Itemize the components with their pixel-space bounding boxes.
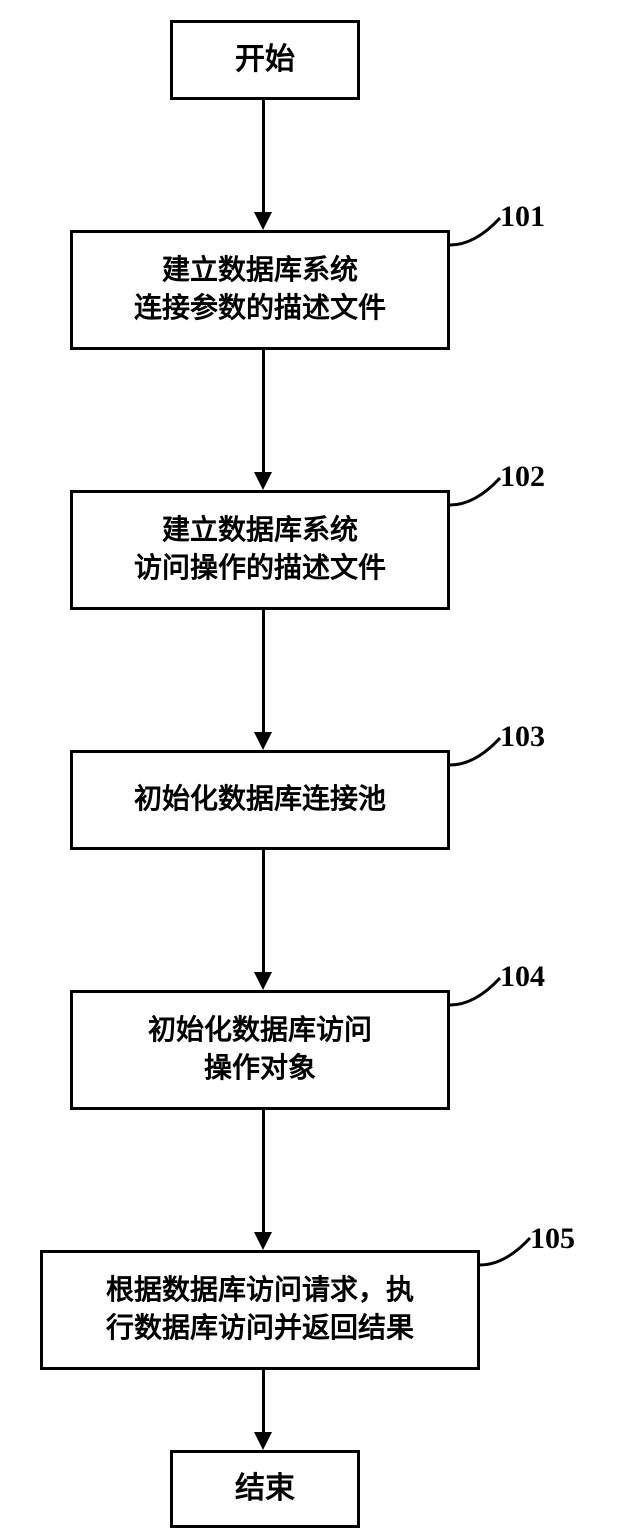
node-start: 开始 [170,20,360,100]
node-105-line2: 行数据库访问并返回结果 [106,1310,414,1348]
node-step-101: 建立数据库系统 连接参数的描述文件 [70,230,450,350]
node-102-line1: 建立数据库系统 [134,512,386,550]
node-104-text: 初始化数据库访问 操作对象 [148,1012,372,1088]
arrow-line-3 [262,850,265,972]
node-102-line2: 访问操作的描述文件 [134,550,386,588]
arrow-head-2 [254,732,272,750]
node-step-105: 根据数据库访问请求，执 行数据库访问并返回结果 [40,1250,480,1370]
node-104-line1: 初始化数据库访问 [148,1012,372,1050]
node-102-text: 建立数据库系统 访问操作的描述文件 [134,512,386,588]
arrow-line-2 [262,610,265,732]
leader-102 [450,475,505,510]
label-104: 104 [500,960,545,994]
arrow-line-4 [262,1110,265,1232]
arrow-head-4 [254,1232,272,1250]
arrow-head-0 [254,212,272,230]
node-step-102: 建立数据库系统 访问操作的描述文件 [70,490,450,610]
leader-105 [480,1235,535,1270]
node-105-line1: 根据数据库访问请求，执 [106,1272,414,1310]
node-101-text: 建立数据库系统 连接参数的描述文件 [134,252,386,328]
flowchart-container: 开始 建立数据库系统 连接参数的描述文件 建立数据库系统 访问操作的描述文件 初… [0,0,617,1538]
arrow-line-5 [262,1370,265,1432]
node-step-104: 初始化数据库访问 操作对象 [70,990,450,1110]
arrow-line-0 [262,100,265,212]
node-end-text: 结束 [235,1469,295,1510]
arrow-head-5 [254,1432,272,1450]
arrow-head-1 [254,472,272,490]
node-start-text: 开始 [235,40,295,81]
node-104-line2: 操作对象 [148,1050,372,1088]
arrow-head-3 [254,972,272,990]
arrow-line-1 [262,350,265,472]
leader-103 [450,735,505,770]
label-105: 105 [530,1222,575,1256]
node-103-text: 初始化数据库连接池 [134,781,386,819]
node-101-line2: 连接参数的描述文件 [134,290,386,328]
label-101: 101 [500,200,545,234]
node-end: 结束 [170,1450,360,1528]
label-102: 102 [500,460,545,494]
label-103: 103 [500,720,545,754]
node-105-text: 根据数据库访问请求，执 行数据库访问并返回结果 [106,1272,414,1348]
node-step-103: 初始化数据库连接池 [70,750,450,850]
node-101-line1: 建立数据库系统 [134,252,386,290]
leader-101 [450,215,505,250]
leader-104 [450,975,505,1010]
